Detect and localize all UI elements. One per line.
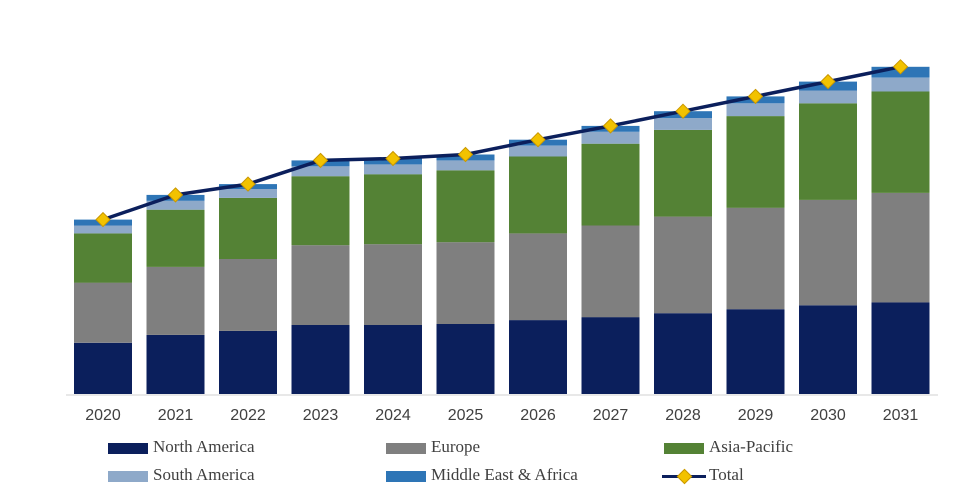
- total-marker-2030: [820, 73, 836, 90]
- bar-europe-2020: [74, 282, 132, 343]
- bar-north-america-2025: [436, 324, 495, 394]
- bar-north-america-2021: [146, 334, 205, 394]
- bar-south-america-2020: [74, 225, 132, 234]
- bar-north-america-2023: [291, 325, 350, 394]
- bar-south-america-2025: [436, 160, 495, 171]
- total-marker-2020: [95, 211, 111, 228]
- bar-europe-2030: [799, 199, 857, 306]
- total-marker-2029: [747, 88, 764, 105]
- bar-south-america-2030: [799, 90, 857, 104]
- bar-europe-2023: [291, 245, 350, 325]
- bar-north-america-2027: [581, 317, 640, 394]
- total-marker-2025: [457, 146, 474, 163]
- total-line-group: [95, 59, 909, 228]
- total-marker-2027: [602, 118, 619, 134]
- bar-europe-2024: [364, 244, 422, 325]
- bar-asia-pacific-2027: [581, 143, 640, 226]
- x-tick-label-2028: 2028: [665, 407, 701, 424]
- bar-asia-pacific-2031: [871, 91, 930, 193]
- total-marker-2021: [167, 187, 184, 203]
- x-tick-label-2022: 2022: [230, 407, 266, 424]
- bar-north-america-2029: [726, 309, 785, 394]
- total-marker-2028: [675, 103, 691, 119]
- bar-south-america-2021: [146, 200, 205, 210]
- total-series-line: [102, 65, 901, 222]
- x-tick-label-2021: 2021: [158, 407, 194, 424]
- bar-south-america-2024: [364, 164, 422, 175]
- bar-asia-pacific-2020: [74, 233, 132, 283]
- bar-north-america-2020: [74, 342, 132, 394]
- bar-europe-2028: [654, 216, 712, 314]
- bar-asia-pacific-2028: [654, 129, 712, 217]
- bar-asia-pacific-2024: [364, 174, 422, 245]
- bar-north-america-2022: [219, 330, 277, 394]
- bar-asia-pacific-2030: [799, 103, 857, 200]
- bar-asia-pacific-2022: [219, 197, 277, 259]
- bar-europe-2021: [146, 266, 205, 335]
- x-tick-label-2030: 2030: [810, 407, 846, 424]
- x-tick-label-2020: 2020: [85, 407, 121, 424]
- bar-south-america-2028: [654, 118, 712, 130]
- x-tick-label-2025: 2025: [448, 407, 484, 424]
- bar-south-america-2026: [509, 145, 567, 157]
- bar-europe-2025: [436, 242, 495, 324]
- bar-south-america-2023: [291, 166, 350, 177]
- bar-europe-2029: [726, 207, 785, 310]
- bar-asia-pacific-2021: [146, 209, 205, 267]
- bar-north-america-2031: [871, 302, 930, 394]
- bar-north-america-2028: [654, 313, 712, 394]
- bar-europe-2027: [581, 225, 640, 318]
- bar-north-america-2030: [799, 305, 857, 394]
- bar-asia-pacific-2023: [291, 176, 350, 246]
- bar-europe-2026: [509, 233, 567, 321]
- bars-group: [74, 66, 930, 394]
- total-marker-2031: [892, 59, 909, 75]
- x-tick-label-2027: 2027: [593, 407, 629, 424]
- bar-asia-pacific-2026: [509, 156, 567, 234]
- total-marker-2026: [530, 131, 546, 148]
- total-marker-2022: [240, 176, 256, 192]
- x-tick-labels: 2020 2021 2022 2023 2024 2025 2026 2027 2028 2029…: [85, 407, 918, 424]
- bar-south-america-2031: [871, 77, 930, 92]
- total-marker-2023: [312, 152, 329, 169]
- x-tick-label-2031: 2031: [883, 407, 919, 424]
- bar-europe-2031: [871, 193, 930, 303]
- bar-asia-pacific-2025: [436, 170, 495, 243]
- bar-south-america-2027: [581, 131, 640, 144]
- x-tick-label-2026: 2026: [520, 407, 556, 424]
- bar-south-america-2029: [726, 103, 785, 117]
- bar-north-america-2024: [364, 325, 422, 394]
- x-tick-label-2029: 2029: [738, 407, 774, 424]
- bar-north-america-2026: [509, 320, 567, 394]
- bar-europe-2022: [219, 259, 277, 331]
- total-marker-2024: [385, 150, 401, 167]
- x-tick-label-2023: 2023: [303, 407, 339, 424]
- bar-asia-pacific-2029: [726, 116, 785, 208]
- x-tick-label-2024: 2024: [375, 407, 411, 424]
- bar-south-america-2022: [219, 189, 277, 198]
